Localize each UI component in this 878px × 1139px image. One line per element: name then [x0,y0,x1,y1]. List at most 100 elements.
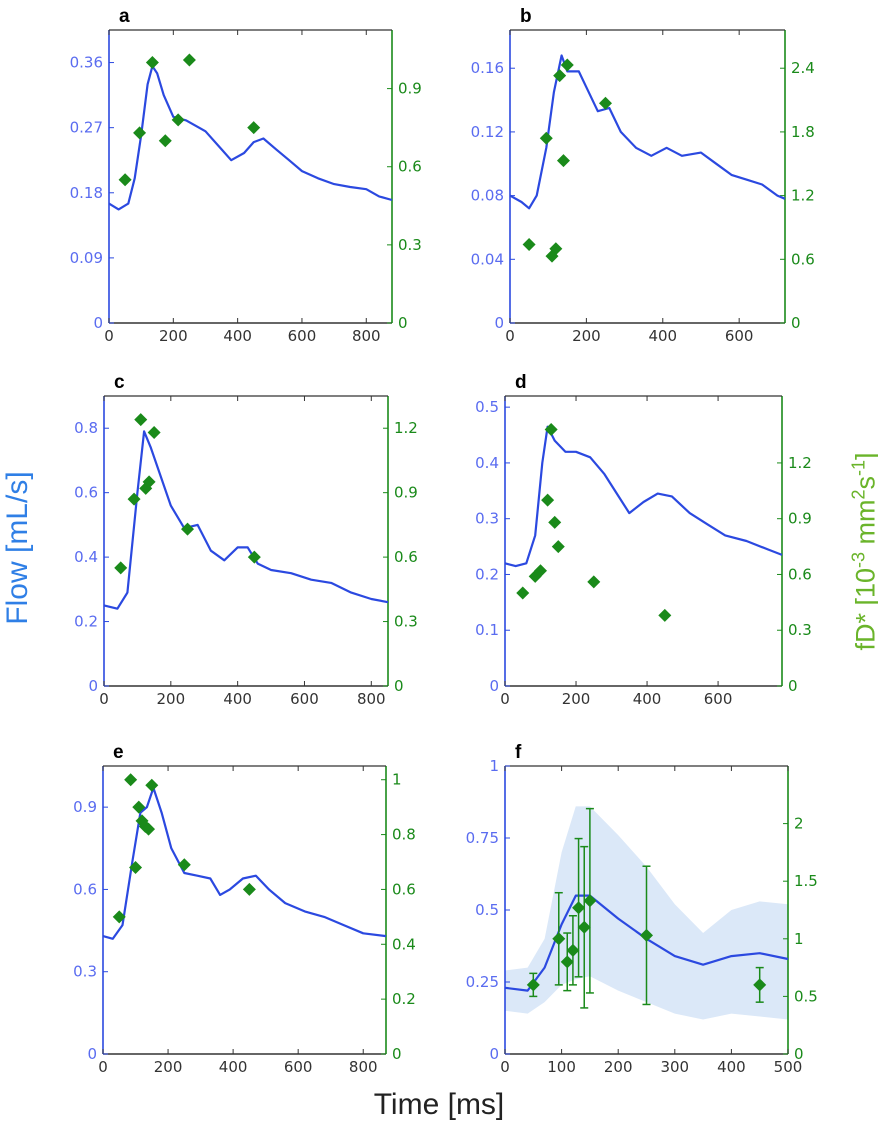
fd-point [133,126,147,140]
y-right-tick-label: 0.9 [398,80,422,98]
y-left-tick-label: 0.1 [475,621,499,639]
y-left-tick-label: 1 [489,757,499,775]
y-left-tick-label: 0.36 [70,54,103,72]
panel-e: e 0 200 400 600 800 0 0.3 0.6 0.9 0 0.2 0.4 0.6 0.8 1 [73,742,416,1076]
y-right-tick-label: 0 [788,677,798,695]
y-left-tick-label: 0.25 [466,973,499,991]
y-right-tick-label: 1.8 [791,123,815,141]
fd-point [560,58,574,72]
y-right-tick-label: 0.6 [398,158,422,176]
fd-point [551,540,565,554]
y-right-tick-label: 0.5 [794,987,818,1005]
y-left-tick-label: 0.16 [471,59,504,77]
y-left-tick-label: 0.5 [475,901,499,919]
fd-point [544,422,558,436]
fd-point [129,860,143,874]
fd-point [182,53,196,67]
flow-line [103,430,389,610]
fd-point [640,928,653,942]
fd-point [142,475,156,489]
y-left-tick-label: 0.5 [475,398,499,416]
flow-line [509,54,786,210]
x-tick-label: 500 [774,1058,803,1076]
fd-point [548,515,562,529]
x-tick-label: 400 [223,690,252,708]
fd-point [242,882,256,896]
y-left-tick-label: 0.9 [73,798,97,816]
panel-b: b 0 200 400 600 0 0.04 0.08 0.12 0.16 0 0.6 1.2 1.8 2.… [471,6,815,345]
y-right-tick-label: 2 [794,815,804,833]
y-right-tick-label: 1.2 [394,419,418,437]
panel-label: f [515,742,522,763]
flow-line [108,65,393,211]
fd-point [598,96,612,110]
x-tick-label: 100 [547,1058,576,1076]
y-right-tick-label: 0.2 [392,990,416,1008]
y-right-tick-label: 0 [392,1045,402,1063]
x-tick-label: 600 [288,327,317,345]
y-axis-label-flow: Flow [mL/s] [1,471,34,625]
y-right-tick-label: 0 [394,677,404,695]
y-left-tick-label: 0.2 [475,565,499,583]
y-right-tick-label: 0 [794,1045,804,1063]
x-tick-label: 600 [284,1058,313,1076]
fd-point [134,413,148,427]
y-right-tick-label: 2.4 [791,59,815,77]
y-left-tick-label: 0.6 [73,880,97,898]
y-left-tick-label: 0 [489,1045,499,1063]
y-right-tick-label: 0.3 [788,621,812,639]
fd-point [118,173,132,187]
fd-point [247,550,261,564]
y-left-tick-label: 0 [88,677,98,695]
fd-point [158,134,172,148]
fd-point [526,978,540,992]
x-tick-label: 200 [604,1058,633,1076]
fd-point [142,822,156,836]
x-tick-label: 200 [572,327,601,345]
fd-point [587,575,601,589]
panel-label: d [515,372,527,393]
x-tick-label: 300 [660,1058,689,1076]
y-right-tick-label: 0.8 [392,826,416,844]
y-right-tick-label: 0.3 [394,613,418,631]
y-right-tick-label: 0.6 [392,880,416,898]
x-tick-label: 200 [157,690,186,708]
y-left-tick-label: 0.2 [74,613,98,631]
y-left-tick-label: 0.3 [475,510,499,528]
y-right-tick-label: 0.9 [394,484,418,502]
fd-point [171,113,185,127]
x-tick-label: 0 [505,327,515,345]
x-tick-label: 0 [500,690,510,708]
flow-line [504,425,783,568]
fd-point [516,586,530,600]
fd-point [552,932,566,946]
x-tick-label: 800 [349,1058,378,1076]
y-right-tick-label: 0.3 [398,236,422,254]
fd-point [114,561,128,575]
fd-point [181,522,195,536]
x-tick-label: 400 [223,327,252,345]
x-tick-label: 0 [500,1058,510,1076]
y-left-tick-label: 0.8 [74,419,98,437]
fd-point [145,56,159,70]
y-right-tick-label: 0.6 [394,548,418,566]
fd-point [553,69,567,83]
fd-point [556,154,570,168]
panel-c: c 0 200 400 600 800 0 0.2 0.4 0.6 0.8 0 0.3 0.6 0.9 1.2 [74,372,418,708]
x-tick-label: 0 [98,1058,108,1076]
y-left-tick-label: 0.18 [70,184,103,202]
panel-label: e [113,742,124,763]
y-left-tick-label: 0.09 [70,249,103,267]
y-left-tick-label: 0.4 [475,454,499,472]
fd-point [124,773,138,787]
fd-point [658,608,672,622]
fd-point [541,493,555,507]
x-tick-label: 600 [290,690,319,708]
y-right-tick-label: 0.9 [788,510,812,528]
y-right-tick-label: 0 [398,314,408,332]
fd-point [177,858,191,872]
y-right-tick-label: 0.6 [788,565,812,583]
panel-a: a 0 200 400 600 800 0 0.09 0.18 0.27 0.36 0 0.3 0.6 0.… [70,6,422,345]
y-left-tick-label: 0.3 [73,963,97,981]
